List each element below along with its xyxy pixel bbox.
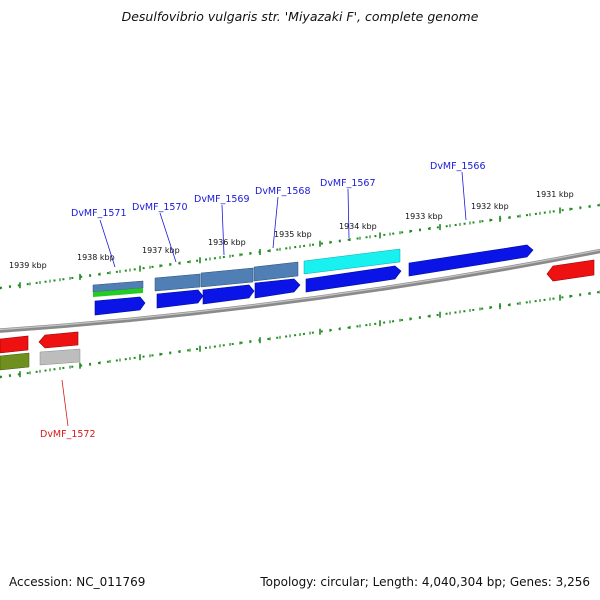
- feature-block-cyan[interactable]: [303, 248, 401, 275]
- gene-arrow-reverse[interactable]: [0, 335, 29, 354]
- lower-ruler-ticks: [0, 290, 600, 379]
- gene-label-dvmf-1572[interactable]: DvMF_1572: [40, 429, 96, 440]
- gene-arrow-dvmf-1571[interactable]: [94, 296, 146, 316]
- forward-genes: [94, 244, 534, 316]
- accession-text: Accession: NC_011769: [9, 575, 146, 589]
- feature-block[interactable]: [154, 273, 201, 292]
- ruler-tick-label: 1934 kbp: [339, 222, 377, 231]
- sequence-backbone: [0, 248, 600, 333]
- ruler-tick-label: 1937 kbp: [142, 246, 180, 255]
- gene-label-dvmf-1569[interactable]: DvMF_1569: [194, 194, 250, 205]
- ruler-tick-label: 1931 kbp: [536, 190, 574, 199]
- gene-arrow-dvmf-1572[interactable]: [38, 331, 79, 349]
- gene-arrow-reverse[interactable]: [546, 259, 595, 282]
- gene-arrow-dvmf-1569[interactable]: [202, 284, 255, 305]
- gene-labels: DvMF_1566 DvMF_1567 DvMF_1568 DvMF_1569 …: [40, 161, 486, 440]
- gene-arrow-dvmf-1568[interactable]: [254, 278, 301, 299]
- gene-label-dvmf-1566[interactable]: DvMF_1566: [430, 161, 486, 172]
- ruler-tick-label: 1933 kbp: [405, 212, 443, 221]
- ruler-tick-label: 1935 kbp: [274, 230, 312, 239]
- feature-block-green[interactable]: [93, 288, 143, 297]
- ruler-tick-label: 1936 kbp: [208, 238, 246, 247]
- ruler-tick-label: 1939 kbp: [9, 261, 47, 270]
- ruler-tick-label: 1932 kbp: [471, 202, 509, 211]
- ruler-tick-labels: 1939 kbp 1938 kbp 1937 kbp 1936 kbp 1935…: [9, 190, 574, 270]
- gene-label-dvmf-1567[interactable]: DvMF_1567: [320, 178, 376, 189]
- gene-arrow-dvmf-1567[interactable]: [305, 265, 402, 293]
- reverse-genes: [0, 259, 595, 371]
- gene-arrow-dvmf-1570[interactable]: [156, 289, 204, 309]
- genome-summary-text: Topology: circular; Length: 4,040,304 bp…: [260, 575, 590, 589]
- gene-label-dvmf-1568[interactable]: DvMF_1568: [255, 186, 311, 197]
- feature-block-gray[interactable]: [39, 348, 81, 366]
- feature-block[interactable]: [253, 261, 299, 282]
- upper-ruler-ticks: [0, 203, 600, 290]
- feature-block[interactable]: [200, 267, 254, 288]
- feature-block-olive[interactable]: [0, 352, 30, 371]
- page-title: Desulfovibrio vulgaris str. 'Miyazaki F'…: [121, 9, 479, 24]
- upper-feature-track: [92, 248, 401, 297]
- gene-label-dvmf-1570[interactable]: DvMF_1570: [132, 202, 188, 213]
- gene-arrow-dvmf-1566[interactable]: [408, 244, 534, 277]
- gene-label-dvmf-1571[interactable]: DvMF_1571: [71, 208, 127, 219]
- ruler-tick-label: 1938 kbp: [77, 253, 115, 262]
